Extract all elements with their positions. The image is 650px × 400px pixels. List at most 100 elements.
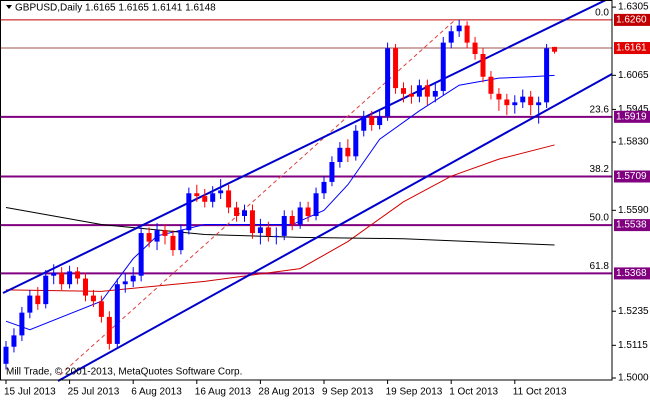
candle-body [194,193,200,197]
candle-body [226,190,232,208]
candle-body [35,295,41,305]
candle-body [281,216,287,236]
candle-body [154,230,160,242]
candle-body [496,93,502,100]
level-price-label: 1.5368 [616,268,647,279]
candle-body [393,48,399,89]
fib-level-name: 61.8 [590,261,610,272]
channel-lower [57,73,613,382]
level-price-box [614,13,650,26]
candle-body [424,85,430,97]
candle-body [305,207,311,217]
x-tick-label: 16 Aug 2013 [195,387,252,398]
x-tick-label: 19 Sep 2013 [386,387,443,398]
plot-border [0,0,613,381]
candle-body [170,235,176,251]
candle-body [401,88,406,94]
candle-body [122,281,128,285]
candle-body [369,116,375,126]
level-price-box [614,267,650,280]
candle-body [146,233,152,242]
candle-body [186,193,192,231]
candle-body [480,54,486,77]
candle-body [257,227,263,234]
y-tick-label: 1.5945 [618,104,649,115]
candle-body [249,210,255,234]
candle-body [218,190,224,194]
candle-body [504,99,510,106]
symbol-icon [6,5,12,9]
candle-body [51,272,57,276]
x-tick-label: 15 Jul 2013 [4,387,56,398]
candle-body [67,271,73,285]
candle-body [234,207,240,217]
candle-body [432,90,438,97]
level-price-box [614,170,650,183]
candle-body [106,316,112,344]
candle-body [162,230,168,236]
candle-body [138,233,144,276]
candle-body [544,48,550,103]
level-price-label: 1.6260 [616,15,647,26]
copyright: Mill Trade, © 2001-2013, MetaQuotes Soft… [6,367,242,378]
candle-body [19,312,25,336]
x-tick-label: 6 Aug 2013 [131,387,182,398]
candle-body [83,278,88,296]
candle-body [536,102,542,106]
candle-body [27,295,33,313]
last-price-box [614,42,650,55]
y-tick-label: 1.5830 [618,137,649,148]
candle-body [242,210,247,217]
candle-body [178,230,184,251]
candle-body [337,147,343,163]
candle-body [361,116,367,131]
y-tick-label: 1.5000 [618,373,649,384]
candle-body [385,48,391,117]
candle-body [512,102,518,106]
x-tick-label: 25 Jul 2013 [68,387,120,398]
candle-body [90,295,96,302]
y-tick-label: 1.5235 [618,306,649,317]
y-tick-label: 1.5590 [618,205,649,216]
candle-body [520,96,526,103]
candle-body [3,346,9,364]
fib-level-name: 23.6 [590,104,610,115]
moving-average [5,144,555,292]
level-price-box [614,219,650,232]
y-tick-label: 1.6065 [618,70,649,81]
fib-level-name: 50.0 [590,213,610,224]
candle-body [273,235,279,237]
level-price-label: 1.5709 [616,171,647,182]
candle-body [416,85,422,97]
candle-body [289,216,295,225]
candle-body [488,76,494,94]
candle-body [11,335,17,347]
x-tick-label: 28 Aug 2013 [258,387,315,398]
x-tick-label: 9 Sep 2013 [322,387,374,398]
candle-body [297,207,303,225]
candle-body [130,275,136,282]
candle-body [210,193,216,202]
channel-upper [2,0,609,294]
candle-body [456,25,462,32]
candle-body [321,181,327,194]
candle-body [345,147,351,157]
candle-body [552,46,558,52]
level-price-label: 1.5538 [616,220,647,231]
fib-level-name: 0.0 [595,8,609,19]
fib-level-name: 38.2 [590,164,610,175]
candle-body [464,25,470,43]
level-price-box [614,110,650,123]
candle-body [353,130,359,157]
y-tick-label: 1.5115 [618,340,648,351]
candle-body [75,271,81,279]
candle-body [265,227,271,236]
last-price-label: 1.6161 [616,43,647,54]
y-tick-label: 1.6305 [618,2,649,13]
candle-body [329,162,335,182]
candle-body [59,272,65,285]
candle-body [202,196,208,202]
candle-body [114,284,120,344]
